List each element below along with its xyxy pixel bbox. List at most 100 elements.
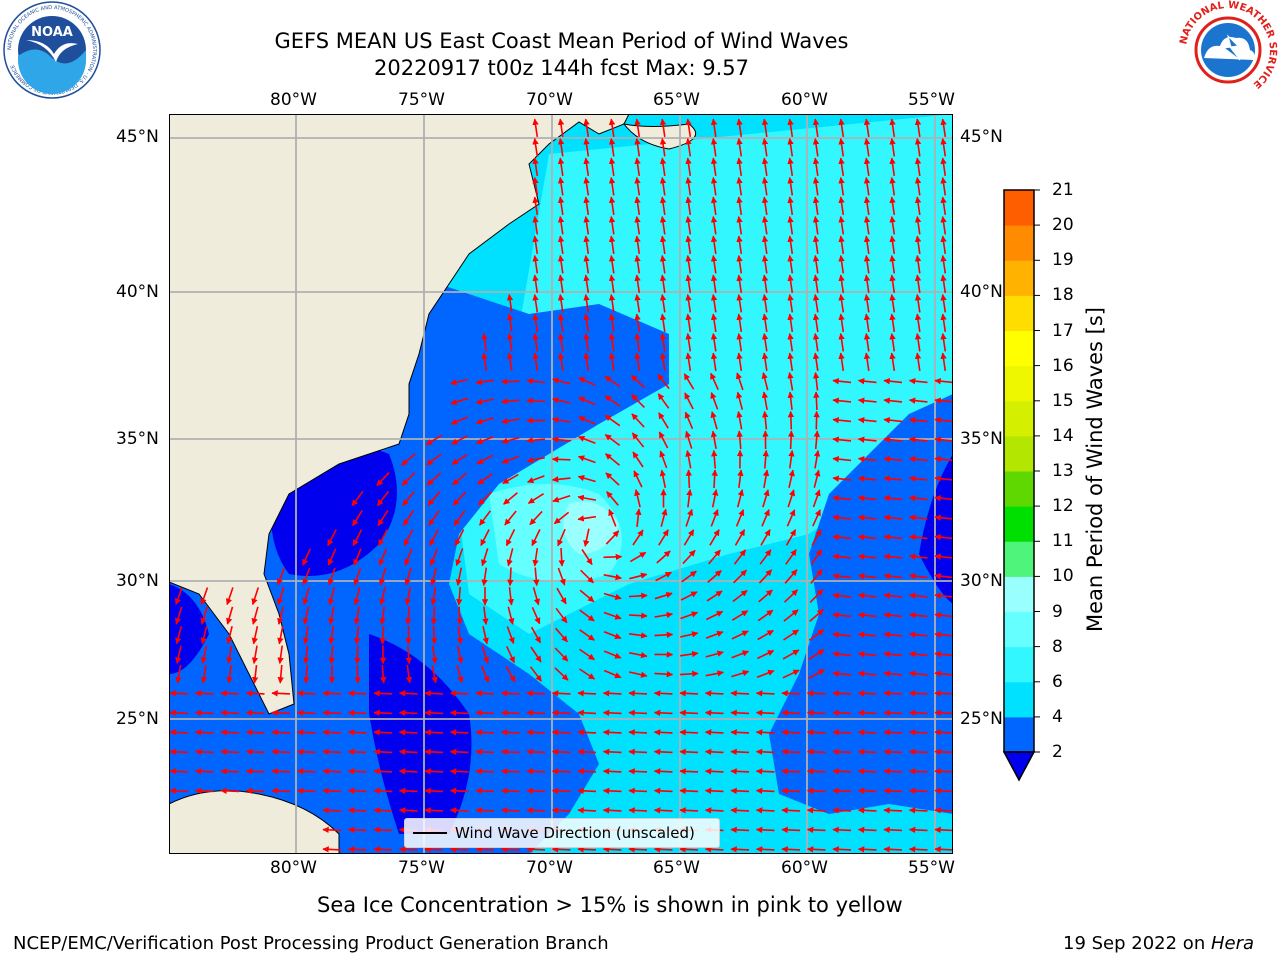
wave-direction-arrow (654, 591, 673, 600)
wave-direction-arrow (704, 807, 724, 814)
wave-direction-arrow (883, 650, 903, 658)
wave-direction-arrow (658, 529, 669, 546)
wave-direction-arrow (809, 589, 824, 603)
wave-direction-arrow (608, 274, 616, 294)
wave-direction-arrow (806, 846, 826, 853)
wave-direction-arrow (634, 176, 641, 196)
wave-direction-arrow (245, 768, 265, 775)
wave-direction-arrow (857, 397, 877, 404)
wave-direction-arrow (628, 787, 648, 795)
wave-direction-arrow (628, 632, 648, 639)
wave-direction-arrow (761, 137, 769, 157)
wave-direction-arrow (812, 118, 820, 138)
wave-direction-arrow (430, 586, 437, 606)
wave-direction-arrow (755, 826, 775, 834)
wave-direction-arrow (914, 215, 922, 235)
wave-direction-arrow (580, 569, 594, 584)
wave-direction-arrow (583, 254, 590, 274)
wave-direction-arrow (783, 609, 799, 622)
wave-direction-arrow (653, 729, 673, 736)
machine-name: Hera (1210, 933, 1255, 954)
wave-direction-arrow (710, 372, 719, 391)
wave-direction-arrow (450, 397, 469, 406)
colorbar-tick-label: 18 (1052, 285, 1074, 306)
lon-label-top: 80°W (270, 90, 317, 110)
wave-direction-arrow (838, 235, 845, 255)
lat-label-right: 40°N (960, 282, 1003, 302)
wave-direction-arrow (659, 157, 667, 177)
wave-direction-arrow (398, 787, 418, 795)
wave-direction-arrow (812, 352, 820, 372)
wave-direction-arrow (347, 690, 367, 697)
wave-direction-arrow (628, 807, 648, 814)
wave-direction-arrow (502, 473, 519, 485)
wave-direction-arrow (812, 137, 820, 157)
wave-direction-arrow (557, 176, 565, 196)
wave-direction-arrow (500, 768, 520, 775)
wave-direction-arrow (710, 137, 718, 157)
wave-direction-arrow (685, 215, 692, 235)
wave-direction-arrow (787, 371, 794, 391)
wave-direction-arrow (706, 590, 723, 602)
wave-direction-arrow (659, 274, 667, 294)
wave-direction-arrow (685, 313, 692, 333)
wave-direction-arrow (634, 313, 641, 333)
wave-direction-arrow (605, 530, 620, 545)
wave-direction-arrow (679, 729, 699, 736)
wave-direction-arrow (634, 215, 641, 235)
wave-direction-arrow (857, 514, 877, 521)
wave-direction-arrow (781, 826, 801, 834)
wave-direction-arrow (200, 645, 208, 664)
coastal-band (169, 284, 669, 854)
wave-direction-arrow (685, 293, 692, 313)
wave-direction-arrow (908, 690, 928, 697)
wave-direction-arrow (659, 469, 667, 488)
lon-label-bottom: 55°W (908, 858, 955, 878)
wave-direction-arrow (630, 374, 646, 389)
wave-direction-arrow (908, 514, 928, 521)
wave-direction-arrow (857, 553, 877, 560)
wave-direction-arrow (602, 748, 622, 756)
wave-direction-arrow (402, 490, 415, 507)
colorbar-swatch (1004, 190, 1034, 226)
wave-direction-arrow (838, 352, 845, 372)
wave-direction-arrow (557, 196, 565, 216)
wave-direction-arrow (557, 254, 565, 274)
wave-direction-arrow (857, 787, 877, 795)
wave-direction-arrow (812, 509, 821, 527)
wave-direction-arrow (500, 417, 520, 425)
wave-direction-arrow (908, 553, 928, 560)
wave-direction-arrow (787, 137, 794, 157)
wave-direction-arrow (529, 666, 543, 682)
wave-direction-arrow (500, 748, 520, 756)
wave-direction-arrow (526, 475, 545, 484)
wave-direction-arrow (883, 807, 903, 814)
wave-direction-arrow (711, 469, 718, 489)
wave-direction-arrow (379, 625, 386, 645)
wave-direction-arrow (377, 509, 389, 527)
wave-direction-arrow (431, 665, 438, 684)
wave-direction-arrow (685, 137, 692, 157)
colorbar-swatch (1004, 225, 1034, 261)
wave-direction-arrow (709, 529, 720, 546)
north-america-land (169, 114, 630, 715)
wave-direction-arrow (883, 533, 903, 541)
wave-direction-arrow (506, 332, 514, 352)
wave-direction-arrow (251, 626, 259, 645)
wave-direction-arrow (908, 397, 928, 404)
wave-direction-arrow (526, 846, 546, 853)
wave-direction-arrow (271, 690, 291, 697)
wave-direction-arrow (889, 235, 896, 255)
wave-direction-arrow (303, 664, 310, 684)
wave-direction-arrow (603, 650, 622, 659)
wave-direction-arrow (302, 567, 311, 586)
wave-direction-arrow (551, 416, 571, 424)
wave-direction-arrow (755, 787, 775, 795)
wave-direction-arrow (787, 489, 796, 508)
wave-direction-arrow (812, 274, 820, 294)
wave-direction-arrow (302, 548, 311, 566)
wave-direction-arrow (940, 196, 947, 216)
wave-direction-arrow (328, 587, 336, 606)
wave-direction-arrow (628, 592, 648, 599)
wave-direction-arrow (832, 846, 852, 853)
